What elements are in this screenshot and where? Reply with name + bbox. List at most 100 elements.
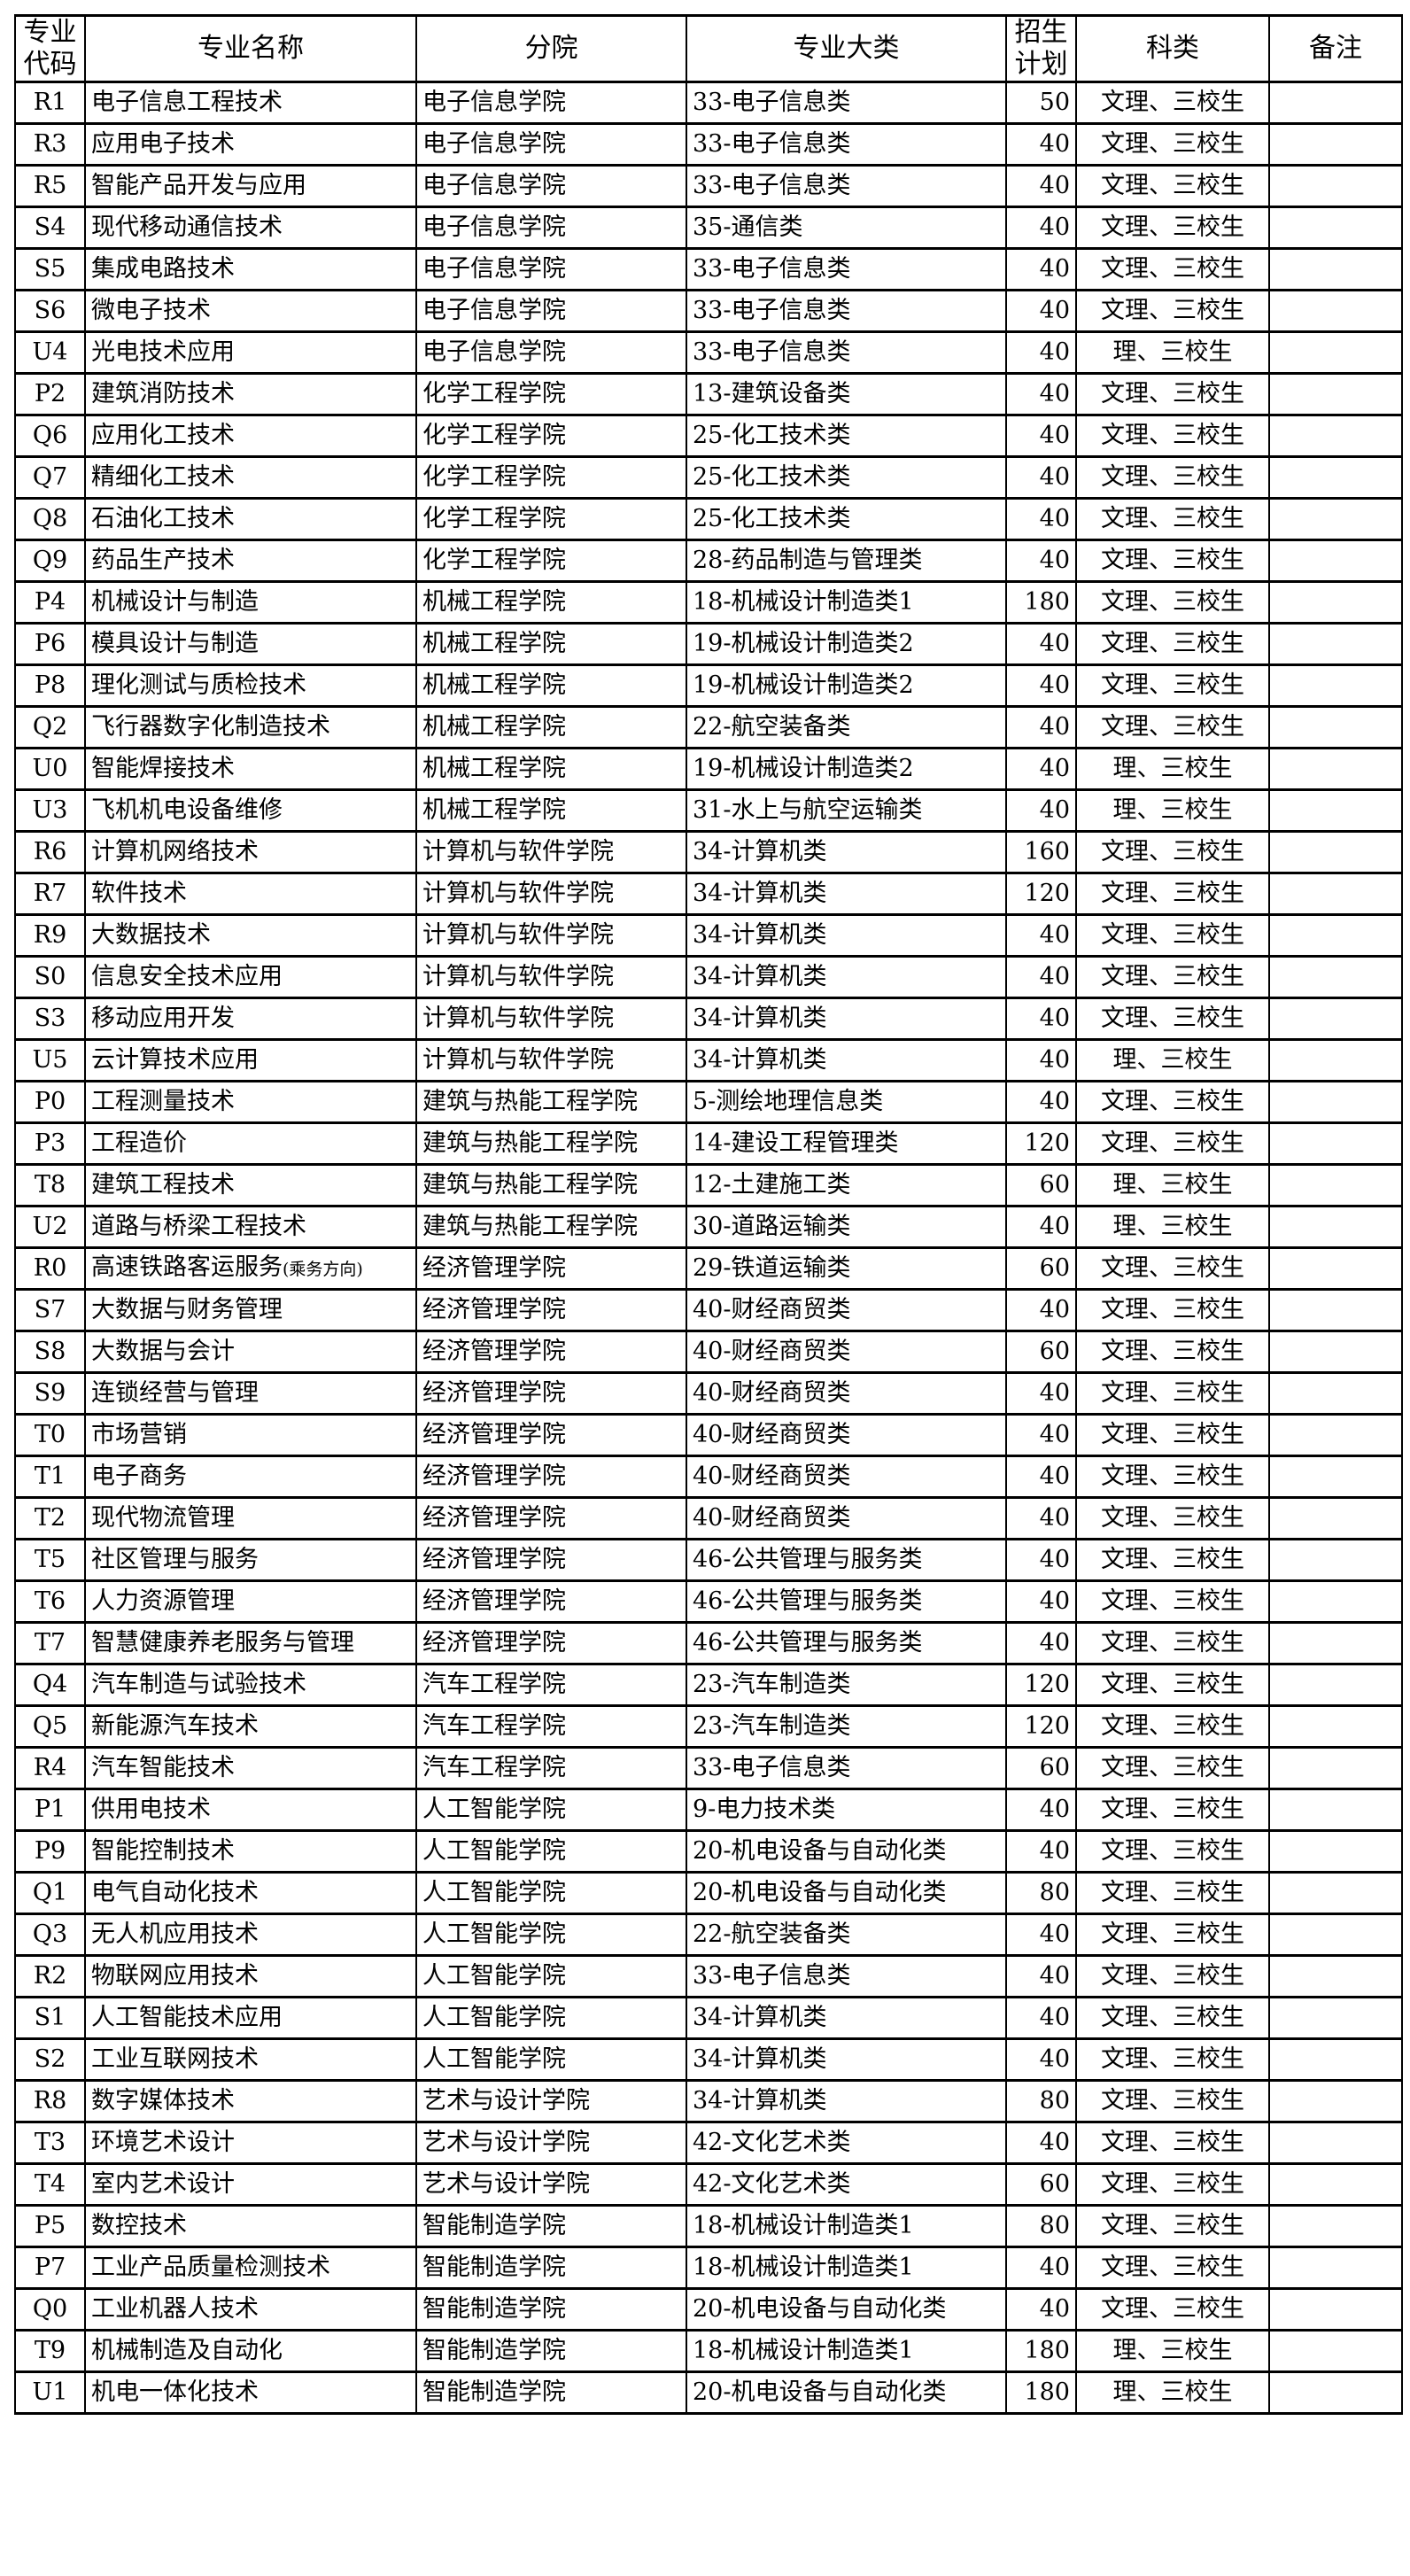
subject-type-cell: 文理、三校生 [1075, 2246, 1270, 2290]
major-name-cell: 室内艺术设计 [84, 2162, 417, 2207]
table-row: Q3 无人机应用技术 人工智能学院 22-航空装备类 40 文理、三校生 [14, 1913, 1403, 1957]
remarks-cell [1268, 206, 1403, 250]
subject-type-cell: 文理、三校生 [1075, 247, 1270, 291]
major-category: 30-道路运输类 [693, 1213, 851, 1240]
major-category: 20-机电设备与自动化类 [693, 2295, 947, 2323]
subject-type: 文理、三校生 [1101, 713, 1244, 741]
subject-type: 文理、三校生 [1101, 172, 1244, 199]
major-name-cell: 道路与桥梁工程技术 [84, 1205, 417, 1249]
major-code-cell: R5 [14, 164, 86, 208]
major-code: U5 [32, 1046, 68, 1074]
major-name: 大数据技术 [91, 921, 211, 949]
table-row: T9 机械制造及自动化 智能制造学院 18-机械设计制造类1 180 理、三校生 [14, 2329, 1403, 2373]
subject-type: 文理、三校生 [1101, 630, 1244, 657]
major-category: 33-电子信息类 [693, 1754, 851, 1781]
major-name-cell: 机械制造及自动化 [84, 2329, 417, 2373]
enrollment-plan: 40 [1039, 255, 1070, 283]
subject-type-cell: 文理、三校生 [1075, 580, 1270, 625]
subject-type: 文理、三校生 [1101, 1879, 1244, 1906]
remarks-cell [1268, 1579, 1403, 1624]
college-cell: 机械工程学院 [415, 788, 687, 833]
major-code: P5 [34, 2212, 66, 2239]
subject-type: 理、三校生 [1112, 755, 1233, 782]
major-category: 34-计算机类 [693, 1046, 827, 1074]
remarks-cell [1268, 1996, 1403, 2040]
major-category-cell: 20-机电设备与自动化类 [686, 1829, 1007, 1874]
college: 机械工程学院 [422, 755, 566, 782]
major-category-cell: 31-水上与航空运输类 [686, 788, 1007, 833]
remarks-cell [1268, 955, 1403, 999]
major-category-cell: 33-电子信息类 [686, 289, 1007, 333]
major-code-cell: T2 [14, 1496, 86, 1540]
major-category: 22-航空装备类 [693, 1920, 851, 1948]
college-cell: 经济管理学院 [415, 1371, 687, 1416]
major-code-cell: Q3 [14, 1913, 86, 1957]
college-cell: 经济管理学院 [415, 1288, 687, 1332]
college: 机械工程学院 [422, 630, 566, 657]
subject-type-cell: 文理、三校生 [1075, 1330, 1270, 1374]
subject-type: 理、三校生 [1112, 1171, 1233, 1199]
college-cell: 电子信息学院 [415, 289, 687, 333]
major-category-cell: 12-土建施工类 [686, 1163, 1007, 1207]
table-row: Q8 石油化工技术 化学工程学院 25-化工技术类 40 文理、三校生 [14, 497, 1403, 541]
major-code: S7 [34, 1296, 66, 1323]
major-category: 25-化工技术类 [693, 505, 851, 532]
college-cell: 电子信息学院 [415, 81, 687, 125]
major-category-cell: 42-文化艺术类 [686, 2162, 1007, 2207]
major-category: 34-计算机类 [693, 880, 827, 907]
college-cell: 人工智能学院 [415, 1996, 687, 2040]
college: 艺术与设计学院 [422, 2129, 590, 2156]
remarks-cell [1268, 663, 1403, 708]
major-category-cell: 25-化工技术类 [686, 455, 1007, 500]
college-cell: 智能制造学院 [415, 2329, 687, 2373]
major-name: 汽车智能技术 [91, 1754, 235, 1781]
enrollment-plan: 40 [1039, 2295, 1070, 2323]
subject-type: 文理、三校生 [1101, 130, 1244, 158]
enrollment-plan: 40 [1039, 2045, 1070, 2073]
college: 智能制造学院 [422, 2295, 566, 2323]
major-name-cell: 社区管理与服务 [84, 1538, 417, 1582]
enrollment-plan-cell: 180 [1005, 580, 1077, 625]
major-name-cell: 理化测试与质检技术 [84, 663, 417, 708]
remarks-cell [1268, 622, 1403, 666]
college: 化学工程学院 [422, 505, 566, 532]
major-code: T8 [34, 1171, 66, 1199]
remarks-cell [1268, 1163, 1403, 1207]
major-name: 智慧健康养老服务与管理 [91, 1629, 354, 1657]
subject-type-cell: 文理、三校生 [1075, 1579, 1270, 1624]
major-name-cell: 移动应用开发 [84, 997, 417, 1041]
subject-type-cell: 理、三校生 [1075, 1205, 1270, 1249]
major-category: 34-计算机类 [693, 2004, 827, 2031]
college: 经济管理学院 [422, 1587, 566, 1615]
major-name: 飞机机电设备维修 [91, 796, 283, 824]
header-subject: 科类 [1075, 14, 1270, 83]
enrollment-plan: 120 [1024, 1671, 1070, 1698]
remarks-cell [1268, 2121, 1403, 2165]
major-name: 连锁经营与管理 [91, 1379, 259, 1407]
major-name-cell: 工程造价 [84, 1121, 417, 1166]
table-row: R4 汽车智能技术 汽车工程学院 33-电子信息类 60 文理、三校生 [14, 1746, 1403, 1790]
college: 汽车工程学院 [422, 1712, 566, 1740]
major-code: S0 [34, 963, 66, 990]
enrollment-plan: 40 [1039, 1005, 1070, 1032]
college-cell: 艺术与设计学院 [415, 2079, 687, 2123]
major-code: P1 [34, 1796, 66, 1823]
major-name: 光电技术应用 [91, 338, 235, 366]
subject-type-cell: 文理、三校生 [1075, 2204, 1270, 2248]
major-code-cell: P3 [14, 1121, 86, 1166]
subject-type-cell: 文理、三校生 [1075, 1371, 1270, 1416]
major-code: P4 [34, 588, 66, 616]
college: 电子信息学院 [422, 255, 566, 283]
enrollment-plan-table: 专业 代码 专业名称 分院 专业大类 招生 计划 科类 备注 R1 电子信息工程技术 电子信息学院 3… [14, 14, 1403, 2415]
major-name-cell: 药品生产技术 [84, 539, 417, 583]
major-code-cell: U0 [14, 747, 86, 791]
subject-type: 文理、三校生 [1101, 671, 1244, 699]
major-name-cell: 集成电路技术 [84, 247, 417, 291]
college-cell: 智能制造学院 [415, 2370, 687, 2415]
subject-type: 文理、三校生 [1101, 1088, 1244, 1115]
major-category: 46-公共管理与服务类 [693, 1546, 923, 1573]
major-name-cell: 人力资源管理 [84, 1579, 417, 1624]
subject-type: 文理、三校生 [1101, 588, 1244, 616]
subject-type: 理、三校生 [1112, 2337, 1233, 2364]
table-row: P4 机械设计与制造 机械工程学院 18-机械设计制造类1 180 文理、三校生 [14, 580, 1403, 625]
